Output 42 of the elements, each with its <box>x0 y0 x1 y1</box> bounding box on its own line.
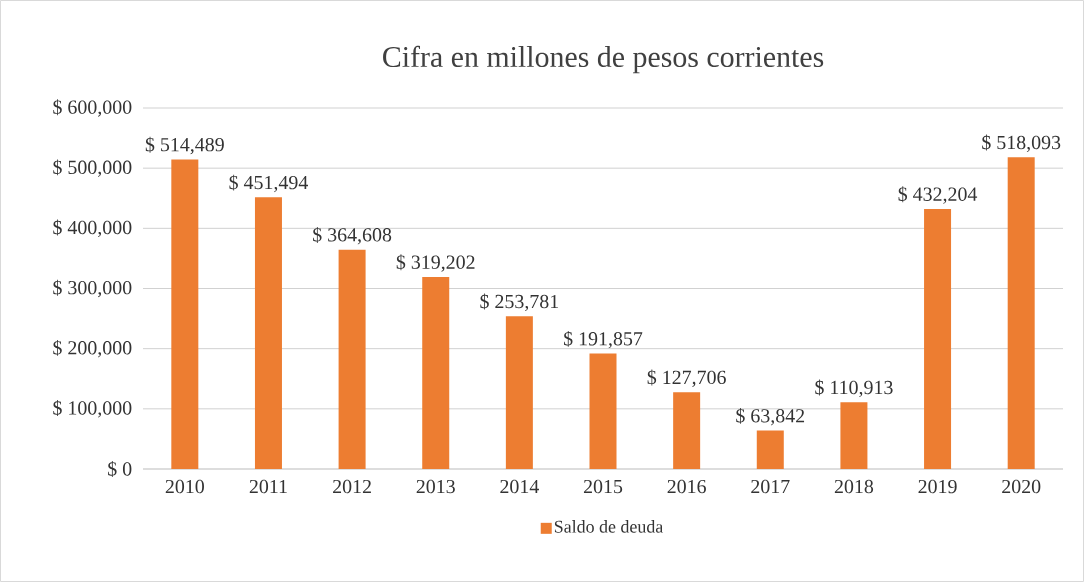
y-tick-label: $ 100,000 <box>53 400 132 418</box>
y-tick-label: $ 500,000 <box>53 159 132 177</box>
y-tick-label: $ 400,000 <box>53 219 132 238</box>
bar <box>1007 157 1035 469</box>
legend-label: Saldo de deuda <box>554 520 664 533</box>
bar <box>338 249 366 469</box>
x-tick-label: 2014 <box>500 479 539 494</box>
x-tick-label: 2017 <box>751 479 790 494</box>
y-tick-label: $ 300,000 <box>53 279 132 298</box>
bar <box>505 316 533 469</box>
x-tick-label: 2011 <box>249 479 287 494</box>
x-tick-label: 2010 <box>165 479 204 494</box>
bar <box>171 159 199 469</box>
data-label: $ 127,706 <box>647 369 726 387</box>
x-tick-label: 2020 <box>1002 479 1041 494</box>
data-label: $ 319,202 <box>396 254 475 272</box>
bar <box>840 402 868 469</box>
x-tick-label: 2018 <box>834 479 874 494</box>
x-tick-label: 2012 <box>333 479 371 494</box>
bar <box>673 392 701 469</box>
x-tick-label: 2015 <box>583 479 623 494</box>
bar <box>589 353 617 469</box>
x-tick-label: 2013 <box>416 479 455 494</box>
y-tick-label: $ 200,000 <box>53 339 132 358</box>
chart-title: Cifra en millones de pesos corrientes <box>383 45 824 74</box>
bar <box>924 208 952 469</box>
x-tick-label: 2019 <box>918 479 957 494</box>
data-label: $ 63,842 <box>736 407 805 426</box>
y-tick-label: $ 0 <box>108 461 132 477</box>
data-label: $ 432,204 <box>898 186 978 204</box>
bar <box>422 276 450 469</box>
data-label: $ 518,093 <box>982 134 1061 153</box>
data-label: $ 253,781 <box>480 293 559 312</box>
data-label: $ 110,913 <box>815 379 893 398</box>
data-label: $ 364,608 <box>313 226 392 245</box>
bar <box>254 197 282 469</box>
data-label: $ 451,494 <box>229 174 308 193</box>
y-tick-label: $ 600,000 <box>53 99 132 117</box>
data-label: $ 191,857 <box>564 330 643 349</box>
data-label: $ 514,489 <box>145 136 224 155</box>
bar <box>756 430 784 469</box>
x-tick-label: 2016 <box>667 479 706 494</box>
